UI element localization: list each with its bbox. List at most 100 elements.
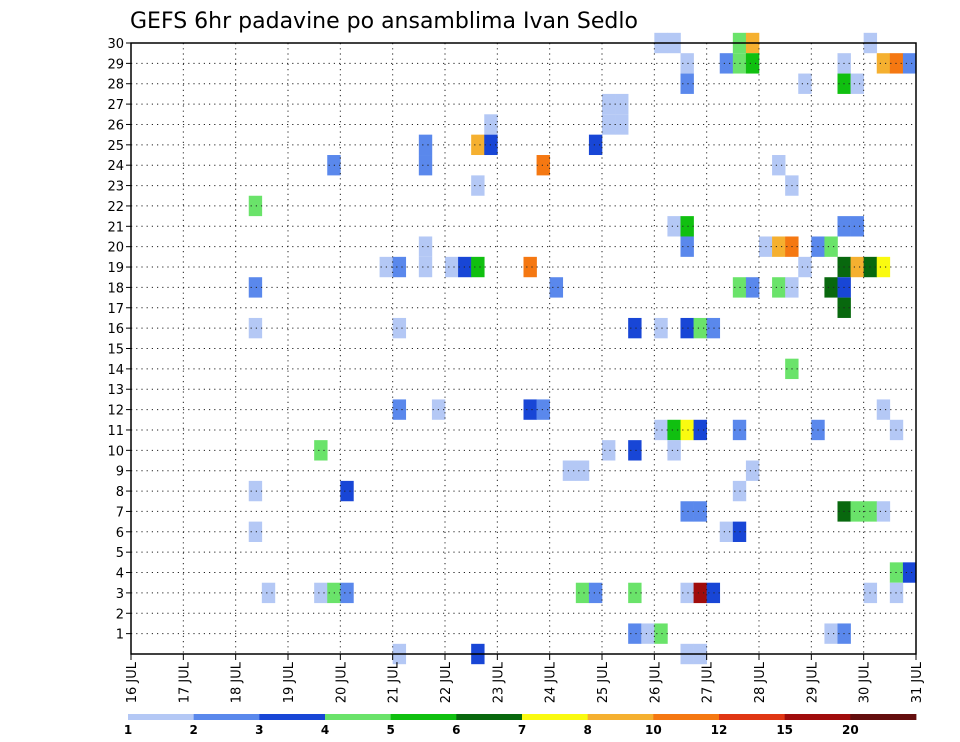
- heat-cell: [523, 256, 537, 278]
- y-tick-label: 14: [107, 363, 124, 378]
- heat-cell: [562, 460, 577, 481]
- heat-cell: [615, 93, 629, 115]
- x-tick-label: 26 JUL: [648, 661, 663, 703]
- heat-cell: [314, 440, 328, 461]
- y-tick-label: 30: [107, 37, 124, 52]
- y-tick-label: 22: [107, 200, 124, 215]
- heat-cell: [693, 501, 707, 522]
- y-tick-label: 29: [107, 57, 124, 72]
- heat-cell: [876, 399, 891, 420]
- y-tick-label: 16: [107, 322, 124, 337]
- heat-cell: [902, 562, 917, 583]
- y-tick-label: 27: [107, 98, 124, 113]
- heat-cell: [248, 480, 263, 502]
- heat-cell: [654, 419, 668, 441]
- heat-cell: [248, 195, 263, 217]
- x-tick-label: 16 JUL: [125, 661, 140, 703]
- x-tick-label: 31 JUL: [910, 661, 925, 703]
- heat-cell: [314, 582, 328, 604]
- y-tick-label: 10: [107, 444, 124, 459]
- y-tick-label: 8: [116, 485, 124, 500]
- heat-cell: [248, 277, 263, 298]
- legend-swatch: [193, 714, 260, 720]
- heat-cell: [850, 73, 864, 94]
- heat-cell: [628, 317, 642, 339]
- heat-cell: [850, 501, 864, 522]
- heat-cell: [471, 256, 485, 278]
- legend-label: 1: [124, 723, 132, 737]
- heat-cell: [471, 175, 485, 196]
- grid-layer: [131, 43, 916, 654]
- cell-layer: [248, 32, 917, 665]
- legend-label: 6: [452, 723, 460, 737]
- heat-cell: [340, 480, 354, 502]
- legend-swatch: [522, 714, 589, 720]
- y-tick-label: 20: [107, 241, 124, 256]
- heat-cell: [667, 440, 681, 461]
- y-tick-label: 4: [116, 567, 124, 582]
- heat-cell: [693, 419, 707, 441]
- heat-cell: [745, 53, 760, 74]
- legend-label: 20: [842, 723, 859, 737]
- heat-cell: [876, 501, 891, 522]
- x-tick-label: 18 JUL: [230, 661, 245, 703]
- heat-cell: [523, 399, 537, 420]
- y-tick-label: 5: [116, 546, 124, 561]
- legend-swatch: [259, 714, 326, 720]
- legend-label: 10: [645, 723, 662, 737]
- y-tick-label: 2: [116, 607, 124, 622]
- heat-cell: [745, 460, 760, 481]
- legend-swatch: [653, 714, 720, 720]
- heat-cell: [680, 236, 694, 257]
- heat-cell: [615, 114, 629, 135]
- heat-cell: [471, 134, 485, 156]
- heat-cell: [588, 582, 603, 604]
- heat-cell: [772, 236, 786, 257]
- heat-cell: [902, 53, 917, 74]
- heat-cell: [392, 399, 407, 420]
- heat-cell: [876, 256, 891, 278]
- heat-cell: [680, 216, 694, 237]
- legend-swatch: [325, 714, 392, 720]
- legend-label: 5: [386, 723, 394, 737]
- heat-cell: [772, 155, 786, 176]
- heat-cell: [693, 317, 707, 339]
- y-tick-label: 24: [107, 159, 124, 174]
- heat-cell: [248, 521, 263, 542]
- y-tick-label: 13: [107, 383, 124, 398]
- heat-cell: [340, 582, 354, 604]
- legend-swatch: [390, 714, 457, 720]
- plot-frame: [130, 42, 917, 655]
- heat-cell: [680, 419, 694, 441]
- heat-cell: [248, 317, 263, 339]
- heat-cell: [418, 256, 433, 278]
- x-tick-label: 21 JUL: [387, 661, 402, 703]
- heat-cell: [680, 317, 694, 339]
- heat-cell: [536, 399, 550, 420]
- heat-cell: [628, 440, 642, 461]
- heat-cell: [719, 53, 734, 74]
- legend-label: 3: [255, 723, 263, 737]
- y-tick-label: 19: [107, 261, 124, 276]
- chart-title: GEFS 6hr padavine po ansamblima Ivan Sed…: [130, 9, 638, 34]
- y-tick-label: 28: [107, 78, 124, 93]
- x-tick-label: 25 JUL: [596, 661, 611, 703]
- x-tick-label: 19 JUL: [282, 661, 297, 703]
- y-axis: 1234567891011121314151617181920212223242…: [107, 37, 131, 643]
- y-tick-label: 6: [116, 526, 124, 541]
- heat-cell: [693, 582, 707, 604]
- heat-cell: [680, 582, 694, 604]
- x-tick-label: 27 JUL: [701, 661, 716, 703]
- heat-cell: [876, 53, 891, 74]
- heat-cell: [261, 582, 276, 604]
- legend-swatch: [719, 714, 786, 720]
- y-tick-label: 11: [107, 424, 124, 439]
- y-tick-label: 12: [107, 404, 124, 419]
- y-tick-label: 7: [116, 505, 124, 520]
- heat-cell: [850, 216, 864, 237]
- heat-cell: [602, 93, 616, 115]
- x-tick-label: 29 JUL: [805, 661, 820, 703]
- x-tick-label: 22 JUL: [439, 661, 454, 703]
- y-tick-label: 9: [116, 465, 124, 480]
